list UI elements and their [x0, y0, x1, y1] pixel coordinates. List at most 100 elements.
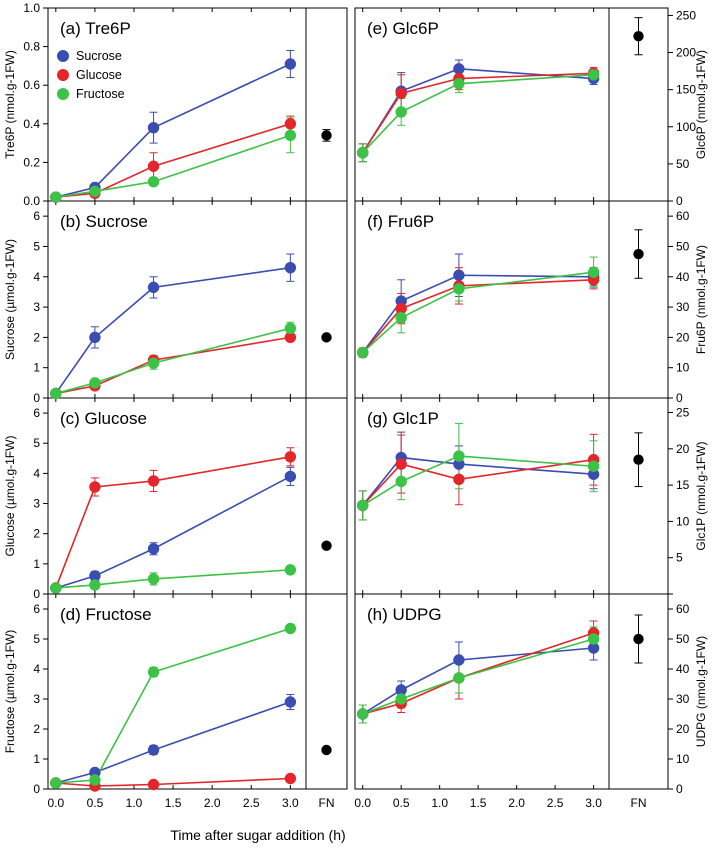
axis-ticks: 0.00.20.40.60.81.00123456012345601234560… [23, 1, 696, 810]
data-point-fructose-g [587, 460, 600, 472]
data-point-glucose-a [284, 118, 297, 130]
xtick-label-fn: FN [631, 796, 647, 810]
series-line-fructose-d [55, 627, 291, 784]
series-line-sucrose-f [362, 274, 594, 354]
ytick-label-e: 100 [676, 120, 696, 134]
legend-label-sucrose: Sucrose [76, 49, 122, 63]
series-line-fructose-h [362, 638, 594, 715]
panel-title-f: (f) Fru6P [367, 212, 434, 231]
ytick-label-g: 10 [676, 514, 690, 528]
ytick-label-h: 50 [676, 632, 690, 646]
xtick-label: 0.0 [47, 796, 64, 810]
data-point-fructose-a [284, 129, 297, 142]
panel-e: (e) Glc6P Glc6P (nmol.g-1FW) [356, 17, 708, 163]
panel-h: (h) UDPG UDPG (nmol.g-1FW) [356, 605, 708, 747]
data-point-fructose-c [89, 579, 101, 591]
ytick-label-g: 5 [676, 551, 683, 565]
ytick-label-f: 0 [676, 391, 683, 405]
panel-a: (a) Tre6P Tre6P (nmol.g-1FW) [3, 19, 332, 203]
panel-frames [47, 7, 669, 790]
data-point-fructose-c [284, 564, 297, 576]
ytick-label-b: 0 [33, 391, 40, 405]
data-point-sucrose-a [284, 58, 297, 70]
y-axis-label-d: Fructose (µmol.g-1FW) [3, 630, 17, 754]
ytick-label-c: 1 [33, 557, 40, 571]
fn-point-c [321, 540, 332, 551]
panel-c: (c) Glucose Glucose (µmol.g-1FW) [3, 409, 332, 594]
xtick-label: 2.5 [243, 796, 260, 810]
ytick-label-e: 50 [676, 157, 690, 171]
ytick-label-c: 4 [33, 466, 40, 480]
ytick-label-e: 150 [676, 83, 696, 97]
data-point-fructose-h [587, 633, 600, 645]
data-point-fructose-d [284, 622, 297, 635]
panel-title-h: (h) UDPG [367, 605, 442, 624]
legend-marker-sucrose [57, 50, 69, 62]
data-point-sucrose-b [89, 331, 101, 344]
y-axis-label-a: Tre6P (nmol.g-1FW) [3, 50, 17, 159]
data-point-glucose-c [284, 451, 297, 463]
ytick-label-d: 1 [33, 752, 40, 766]
xtick-label: 3.0 [585, 796, 602, 810]
data-point-fructose-e [395, 106, 407, 118]
xtick-label: 1.0 [126, 796, 143, 810]
y-axis-label-h: UDPG (nmol.g-1FW) [694, 636, 708, 747]
data-point-fructose-c [50, 582, 62, 594]
series-line-glucose-g [362, 458, 594, 506]
data-point-glucose-e [395, 87, 407, 100]
data-point-sucrose-h [453, 654, 465, 666]
ytick-label-f: 50 [676, 239, 690, 253]
xtick-label: 3.0 [282, 796, 299, 810]
data-point-glucose-a [147, 160, 160, 172]
data-point-sucrose-c [284, 470, 297, 483]
data-point-fructose-e [453, 78, 465, 90]
series-line-fructose-e [362, 74, 594, 154]
ytick-label-c: 5 [33, 436, 40, 450]
data-point-fructose-d [89, 774, 101, 786]
ytick-label-c: 6 [33, 406, 40, 420]
xtick-label: 0.0 [354, 796, 371, 810]
ytick-label-b: 1 [33, 361, 40, 375]
ytick-label-e: 0 [676, 194, 683, 208]
data-point-fructose-c [147, 573, 160, 585]
ytick-label-b: 6 [33, 209, 40, 223]
ytick-label-f: 10 [676, 361, 690, 375]
data-point-fructose-h [356, 708, 369, 720]
fn-point-a [321, 130, 332, 141]
data-point-sucrose-a [147, 121, 160, 134]
xtick-label: 0.5 [87, 796, 104, 810]
fn-point-h [633, 633, 644, 645]
ytick-label-g: 15 [676, 478, 690, 492]
panel-frame-h [354, 593, 669, 790]
series-line-fructose-g [362, 455, 594, 507]
panel-f: (f) Fru6P Fru6P (nmol.g-1FW) [356, 212, 708, 359]
ytick-label-d: 2 [33, 722, 40, 736]
ytick-label-f: 20 [676, 330, 690, 344]
y-axis-label-f: Fru6P (nmol.g-1FW) [694, 245, 708, 354]
series-line-glucose-e [362, 72, 594, 154]
xtick-label: 2.0 [204, 796, 221, 810]
ytick-label-g: 20 [676, 442, 690, 456]
ytick-label-d: 6 [33, 602, 40, 616]
panel-title-c: (c) Glucose [60, 409, 147, 428]
ytick-label-h: 60 [676, 602, 690, 616]
data-point-fructose-a [50, 191, 62, 203]
ytick-label-h: 20 [676, 722, 690, 736]
series-line-fructose-c [55, 569, 291, 589]
panel-g: (g) Glc1P Glc1P (nmol.g-1FW) [356, 409, 708, 551]
series-line-fructose-f [362, 271, 594, 354]
data-point-sucrose-f [453, 269, 465, 281]
data-point-fructose-b [89, 377, 101, 389]
fn-point-e [633, 31, 644, 42]
fn-point-f [633, 248, 644, 260]
data-point-fructose-d [50, 777, 62, 789]
series-line-glucose-a [55, 123, 291, 198]
ytick-label-c: 3 [33, 497, 40, 511]
xtick-label: 0.5 [393, 796, 410, 810]
data-point-glucose-c [147, 475, 160, 487]
y-axis-label-c: Glucose (µmol.g-1FW) [3, 436, 17, 557]
data-point-fructose-b [50, 387, 62, 400]
data-point-sucrose-c [147, 543, 160, 555]
data-point-glucose-g [453, 473, 465, 486]
series-line-sucrose-a [55, 63, 291, 198]
